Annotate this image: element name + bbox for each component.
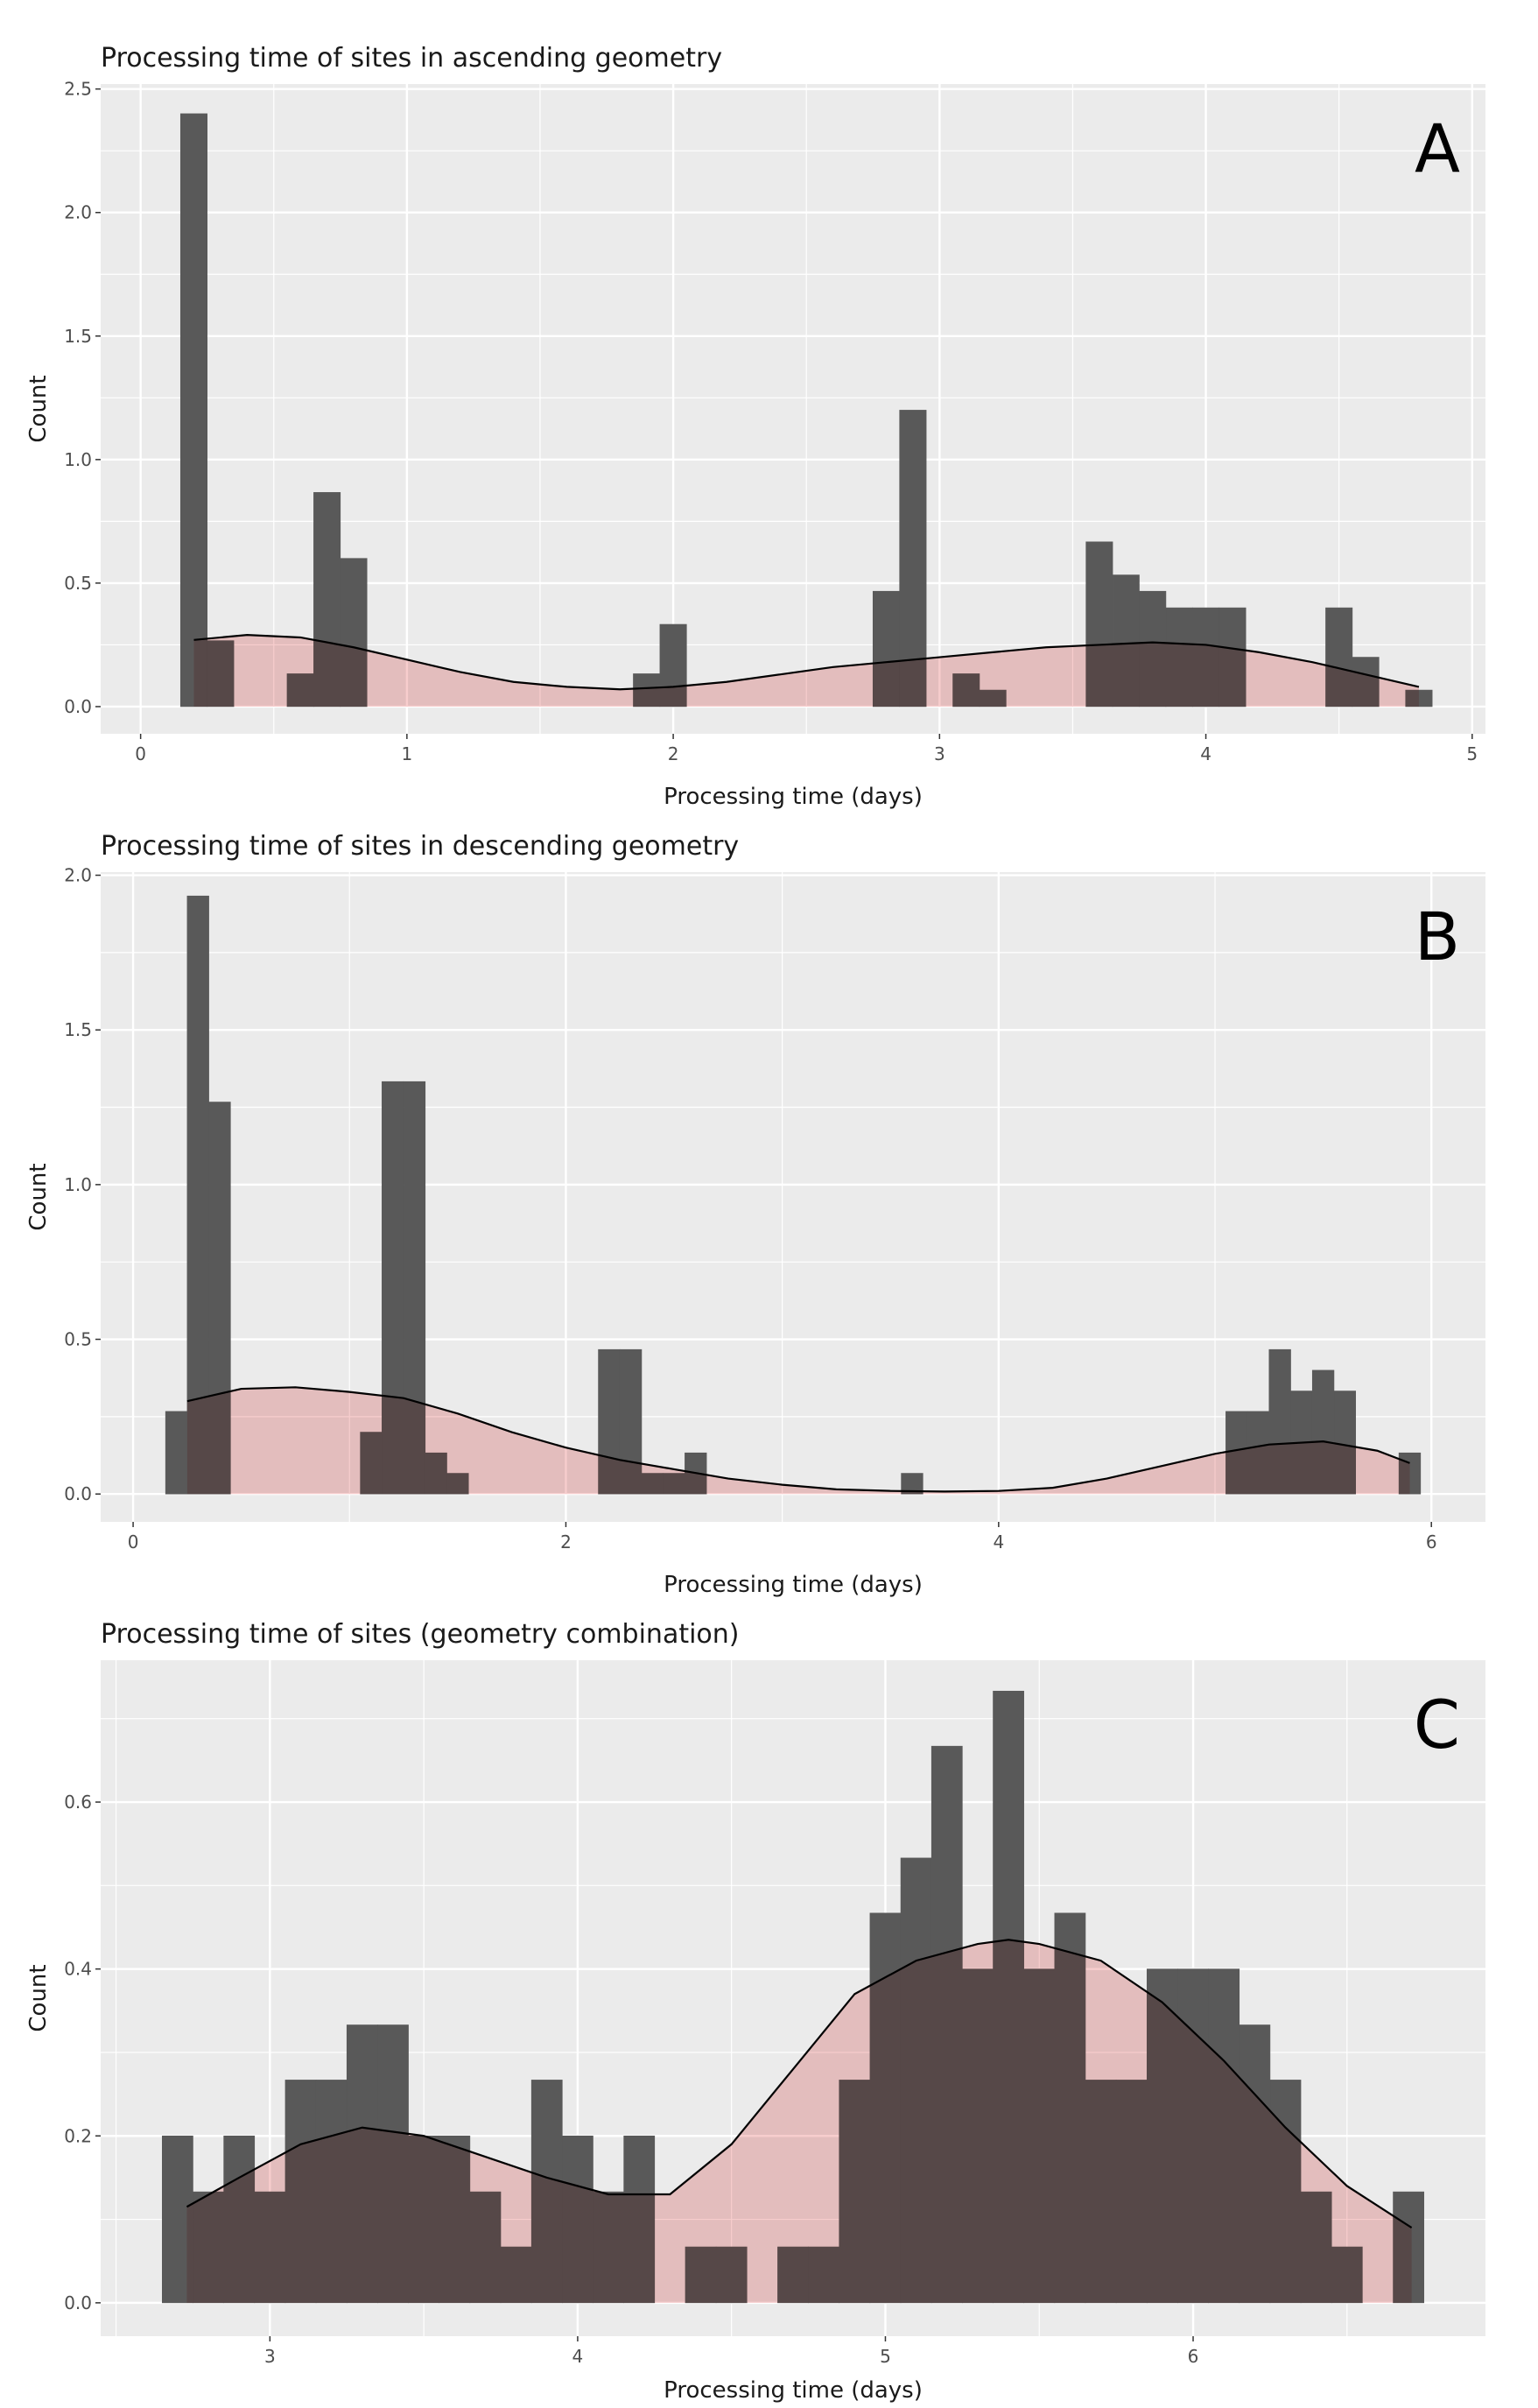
panel-a-x-tick-label: 4 <box>1200 743 1211 764</box>
panel-c-x-axis-label: Processing time (days) <box>664 2377 923 2404</box>
panel-a-y-axis-label: Count <box>25 375 52 442</box>
panel-b-x-tick-label: 6 <box>1426 1531 1437 1553</box>
panel-a-y-tick-label: 1.5 <box>64 326 92 347</box>
panel-c-y-axis: 0.0 0.2 0.4 0.6 <box>64 1792 101 2313</box>
panel-c-density <box>186 1939 1413 2303</box>
panel-b-title: Processing time of sites in descending g… <box>101 831 739 862</box>
panel-b: Processing time of sites in descending g… <box>25 831 1485 1598</box>
panel-c-y-tick-label: 0.0 <box>64 2292 92 2313</box>
panel-b-density-area <box>186 1387 1410 1495</box>
panel-b-letter: B <box>1415 898 1460 975</box>
panel-a: Processing time of sites in ascending ge… <box>25 43 1485 810</box>
panel-a-y-axis: 0.0 0.5 1.0 1.5 2.0 2.5 <box>64 79 101 717</box>
panel-a-letter: A <box>1415 109 1460 187</box>
panel-a-x-tick-label: 3 <box>934 743 945 764</box>
panel-c-x-tick-label: 6 <box>1188 2346 1199 2367</box>
panel-b-y-tick-label: 0.5 <box>64 1329 92 1350</box>
panel-a-title: Processing time of sites in ascending ge… <box>101 43 722 74</box>
panel-b-x-tick-label: 4 <box>993 1531 1004 1553</box>
panel-a-x-tick-label: 5 <box>1466 743 1478 764</box>
panel-c-x-tick-label: 5 <box>880 2346 891 2367</box>
panel-b-y-tick-label: 1.0 <box>64 1174 92 1195</box>
panel-c-letter: C <box>1414 1686 1460 1764</box>
panel-c-y-tick-label: 0.6 <box>64 1792 92 1813</box>
panel-b-density <box>186 1386 1410 1495</box>
panel-b-x-axis: 0 2 4 6 <box>128 1522 1437 1553</box>
panel-c: Processing time of sites (geometry combi… <box>25 1619 1485 2404</box>
panel-a-x-tick-label: 2 <box>668 743 679 764</box>
panel-b-bar <box>165 1411 188 1495</box>
panel-b-y-axis: 0.0 0.5 1.0 1.5 2.0 <box>64 865 101 1504</box>
panel-b-y-tick-label: 1.5 <box>64 1019 92 1040</box>
panel-a-plot-area <box>101 84 1485 734</box>
panel-a-y-tick-label: 2.5 <box>64 79 92 100</box>
panel-a-bar <box>179 113 207 708</box>
panel-b-y-axis-label: Count <box>25 1163 52 1230</box>
panel-a-gridlines <box>101 84 1485 734</box>
panel-a-density-curve <box>193 634 1420 691</box>
panel-a-x-tick-label: 0 <box>135 743 146 764</box>
panel-c-y-axis-label: Count <box>25 1964 52 2031</box>
panel-a-x-tick-label: 1 <box>401 743 412 764</box>
panel-c-density-curve <box>186 1939 1413 2229</box>
panel-c-y-tick-label: 0.2 <box>64 2125 92 2146</box>
panel-b-y-tick-label: 0.0 <box>64 1483 92 1504</box>
panel-a-bar <box>899 410 927 708</box>
panel-c-density-area <box>186 1940 1412 2303</box>
panel-a-x-axis: 0 1 2 3 4 5 <box>135 734 1478 764</box>
panel-c-y-tick-label: 0.4 <box>64 1959 92 1980</box>
panel-c-title: Processing time of sites (geometry combi… <box>101 1619 740 1650</box>
panel-a-x-axis-label: Processing time (days) <box>664 784 923 810</box>
panel-b-y-tick-label: 2.0 <box>64 865 92 886</box>
panel-a-y-tick-label: 0.0 <box>64 696 92 717</box>
panel-a-y-tick-label: 0.5 <box>64 573 92 594</box>
panel-c-x-axis: 3 4 5 6 <box>264 2336 1198 2367</box>
panel-c-x-tick-label: 4 <box>572 2346 584 2367</box>
panel-b-x-tick-label: 0 <box>128 1531 139 1553</box>
panel-a-y-tick-label: 2.0 <box>64 202 92 223</box>
panel-a-density-area <box>193 635 1419 707</box>
panel-a-density <box>193 634 1420 707</box>
panel-b-density-curve <box>186 1386 1410 1493</box>
panel-a-y-tick-label: 1.0 <box>64 449 92 470</box>
panel-c-x-tick-label: 3 <box>264 2346 276 2367</box>
panel-b-x-tick-label: 2 <box>560 1531 572 1553</box>
panel-b-x-axis-label: Processing time (days) <box>664 1572 923 1598</box>
